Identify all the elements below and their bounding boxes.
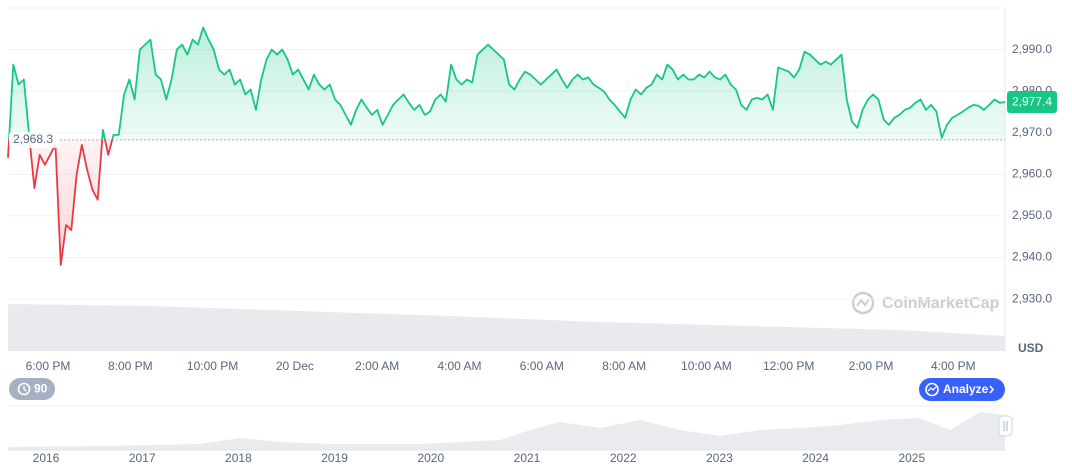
x-tick-label: 8:00 PM <box>108 359 153 373</box>
x-tick-label: 12:00 PM <box>763 359 814 373</box>
watermark-logo <box>851 291 875 315</box>
baseline-label: 2,968.3 <box>13 132 53 146</box>
current-price-label: 2,977.4 <box>1012 95 1052 109</box>
range-button-bg[interactable] <box>9 378 55 400</box>
x-tick-label: 6:00 PM <box>26 359 71 373</box>
x-tick-label: 4:00 PM <box>931 359 976 373</box>
x-tick-label: 10:00 PM <box>187 359 238 373</box>
y-tick-label: 2,970.0 <box>1012 125 1052 139</box>
range-button-label: 90 <box>34 382 48 396</box>
y-tick-label: 2,940.0 <box>1012 250 1052 264</box>
navigator-handle[interactable] <box>998 415 1013 437</box>
navigator-label: 2023 <box>706 451 733 465</box>
watermark-logo-mark <box>856 298 870 307</box>
x-tick-label: 20 Dec <box>276 359 314 373</box>
navigator-labels: 2016 2017 2018 2019 2020 2021 2022 2023 2024 2025 <box>33 451 926 465</box>
price-line <box>7 26 1006 266</box>
current-price-tag <box>1007 90 1057 113</box>
range-icon <box>17 382 31 396</box>
y-tick-label: 2,960.0 <box>1012 167 1052 181</box>
price-area <box>8 27 1005 265</box>
analyze-button-label: Analyze <box>943 382 989 396</box>
baseline-label-bg <box>9 131 59 148</box>
analyze-icon-mark <box>927 386 937 392</box>
range-icon-hand <box>23 386 27 392</box>
y-tick-label: 2,990.0 <box>1012 42 1052 56</box>
watermark-text: CoinMarketCap <box>882 295 1000 312</box>
navigator-label: 2025 <box>898 451 925 465</box>
navigator-label: 2018 <box>225 451 252 465</box>
analyze-button-bg[interactable] <box>919 378 1005 401</box>
plot: 2,990.02,980.02,970.02,960.02,950.02,940… <box>7 26 1057 373</box>
analyze-icon <box>925 382 939 397</box>
navigator-label: 2024 <box>802 451 829 465</box>
x-tick-label: 2:00 AM <box>355 359 399 373</box>
y-tick-label: 2,950.0 <box>1012 208 1052 222</box>
navigator-label: 2019 <box>321 451 348 465</box>
x-tick-label: 6:00 AM <box>520 359 564 373</box>
range-button[interactable]: 90 <box>9 378 55 400</box>
navigator-label: 2022 <box>610 451 637 465</box>
x-tick-label: 2:00 PM <box>849 359 894 373</box>
analyze-button[interactable]: Analyze <box>919 378 1005 401</box>
y-unit: USD <box>1018 341 1044 355</box>
x-tick-label: 10:00 AM <box>681 359 732 373</box>
y-tick-label: 2,930.0 <box>1012 291 1052 305</box>
navigator-handle-box[interactable] <box>998 415 1013 437</box>
x-tick-label: 8:00 AM <box>602 359 646 373</box>
navigator-label: 2021 <box>514 451 541 465</box>
x-tick-label: 4:00 AM <box>437 359 481 373</box>
navigator-label: 2020 <box>417 451 444 465</box>
analyze-chevron <box>989 385 995 394</box>
navigator-area <box>8 412 1005 450</box>
navigator-label: 2016 <box>33 451 60 465</box>
navigator-label: 2017 <box>129 451 156 465</box>
watermark: CoinMarketCap <box>851 291 1000 315</box>
volume-area <box>8 304 1005 351</box>
